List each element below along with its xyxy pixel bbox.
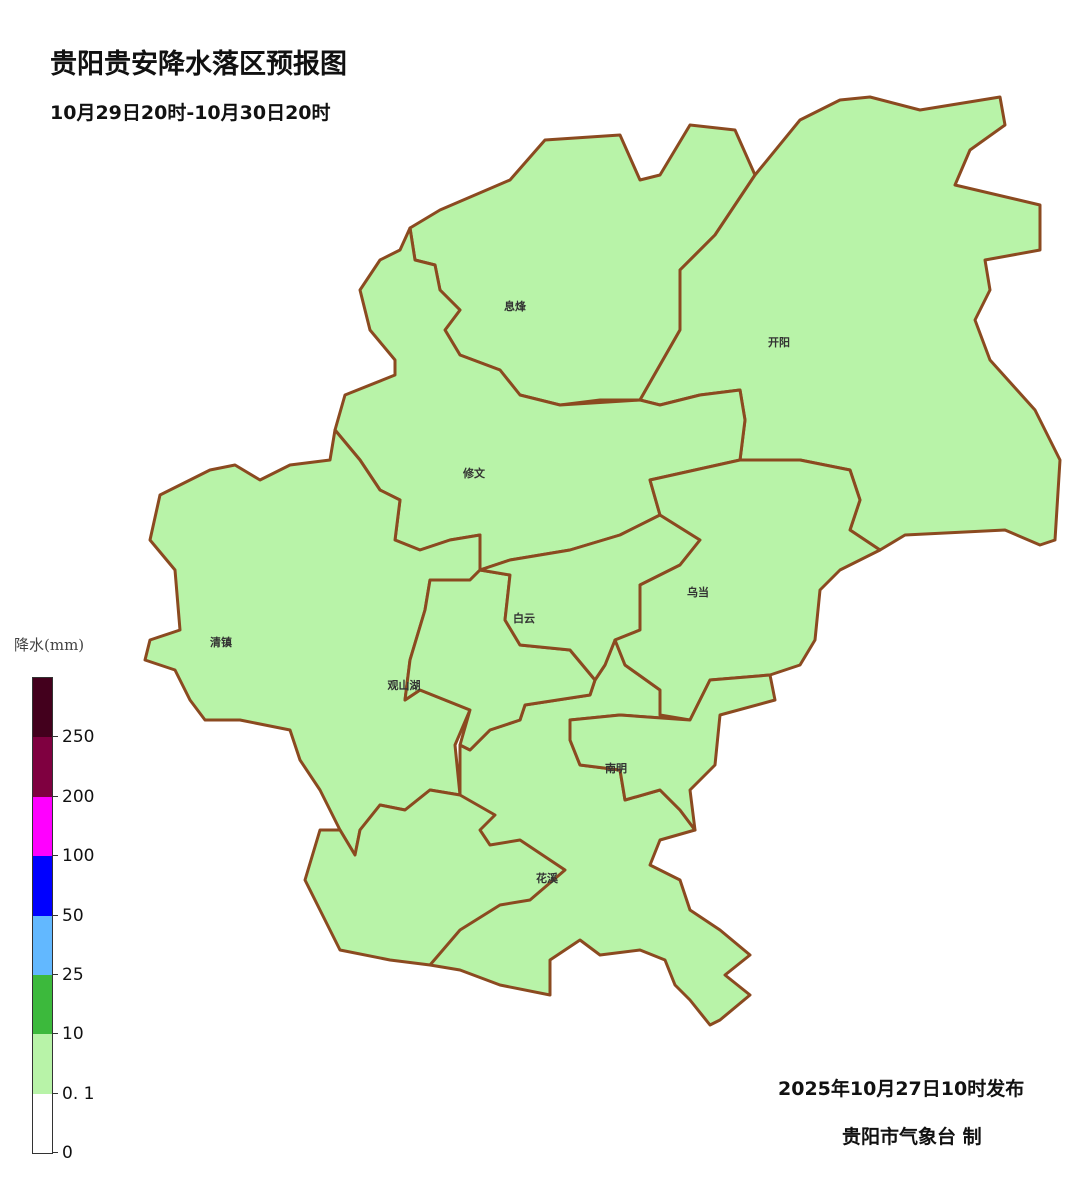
forecast-period: 10月29日20时-10月30日20时 [50,102,331,124]
legend-tick-label: 100 [62,846,95,867]
legend-tick-label: 200 [62,786,95,807]
legend-swatch [33,1034,52,1094]
legend-swatch [33,678,52,738]
legend-tick-label: 25 [62,964,84,985]
legend-tick-label: 10 [62,1024,84,1045]
legend-tick [52,1092,58,1094]
legend-swatch [33,737,52,797]
legend-title: 降水(mm) [14,636,85,654]
legend-tick-label: 0 [62,1143,73,1163]
issue-time: 2025年10月27日10时发布 [778,1078,1025,1100]
legend-swatch [33,915,52,975]
label-guanshanhu: 观山湖 [388,678,421,692]
legend-swatch [33,856,52,916]
legend-tick [52,736,58,738]
label-huaxi: 花溪 [536,871,559,885]
legend-tick [52,795,58,797]
label-kaiyang: 开阳 [768,335,790,349]
label-xiuwen: 修文 [462,466,486,480]
legend-swatch [33,796,52,857]
map-title: 贵阳贵安降水落区预报图 [50,49,347,80]
legend-tick [52,914,58,916]
legend-swatch [33,974,52,1035]
legend-tick [52,1033,58,1035]
label-baiyun: 白云 [513,611,535,625]
legend-tick-label: 0. 1 [62,1083,95,1104]
legend-tick [52,1152,58,1153]
color-legend [32,677,53,1154]
label-xifeng: 息烽 [504,299,527,313]
legend-tick [52,855,58,857]
legend-swatch [33,1093,52,1153]
legend-tick [52,973,58,975]
legend-tick-label: 250 [62,727,95,748]
district-huaxi-south-border [428,793,567,966]
label-qingzhen: 清镇 [210,635,232,649]
label-wudang: 乌当 [687,585,709,599]
label-nanming: 南明 [605,761,627,775]
district-nanming [568,673,777,832]
issuer: 贵阳市气象台 制 [842,1126,982,1148]
legend-tick-label: 50 [62,905,84,926]
